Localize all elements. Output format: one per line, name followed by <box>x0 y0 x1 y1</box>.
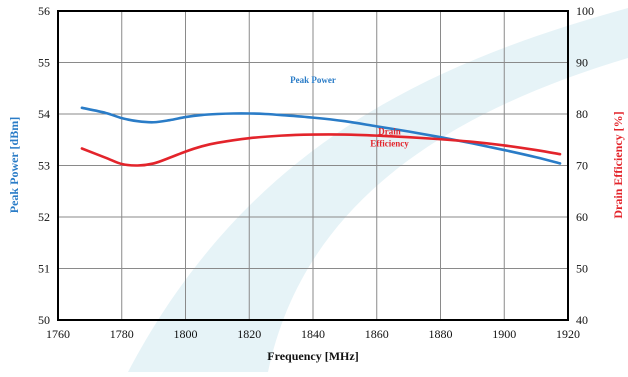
x-tick-label: 1860 <box>365 327 389 341</box>
x-tick-label: 1780 <box>110 327 134 341</box>
watermark-swoosh <box>128 8 628 372</box>
plot-frame <box>57 10 569 321</box>
series-annotation-label: Drain <box>378 127 401 137</box>
right-y-tick-label: 60 <box>576 210 588 224</box>
x-axis-title: Frequency [MHz] <box>267 349 358 363</box>
right-y-tick-label: 90 <box>576 56 588 70</box>
left-y-tick-label: 51 <box>38 262 50 276</box>
left-y-axis-title: Peak Power [dBm] <box>7 117 21 213</box>
right-y-tick-label: 100 <box>576 4 594 18</box>
left-y-tick-label: 54 <box>38 107 50 121</box>
x-tick-label: 1880 <box>429 327 453 341</box>
x-tick-label: 1920 <box>556 327 580 341</box>
left-y-tick-label: 52 <box>38 210 50 224</box>
series-annotation-label: Efficiency <box>370 138 409 148</box>
right-y-axis-title: Drain Efficiency [%] <box>611 111 625 218</box>
left-y-tick-label: 55 <box>38 56 50 70</box>
left-y-tick-label: 53 <box>38 159 50 173</box>
drain-efficiency-series-line <box>80 133 562 167</box>
x-tick-label: 1760 <box>46 327 70 341</box>
left-y-tick-labels: 50 51 52 53 54 55 56 <box>38 4 50 327</box>
series-layer <box>80 106 562 167</box>
right-y-tick-label: 70 <box>576 159 588 173</box>
right-y-tick-label: 50 <box>576 262 588 276</box>
x-tick-label: 1900 <box>492 327 516 341</box>
x-tick-labels: 1760 1780 1800 1820 1840 1860 1880 1900 1920 <box>46 327 580 341</box>
x-tick-label: 1820 <box>237 327 261 341</box>
left-y-tick-label: 50 <box>38 313 50 327</box>
right-y-tick-label: 40 <box>576 313 588 327</box>
series-annotation-label: Peak Power <box>290 75 336 85</box>
right-y-tick-labels: 40 50 60 70 80 90 100 <box>576 4 594 327</box>
x-tick-label: 1800 <box>174 327 198 341</box>
right-y-tick-label: 80 <box>576 107 588 121</box>
x-tick-label: 1840 <box>301 327 325 341</box>
left-y-tick-label: 56 <box>38 4 50 18</box>
